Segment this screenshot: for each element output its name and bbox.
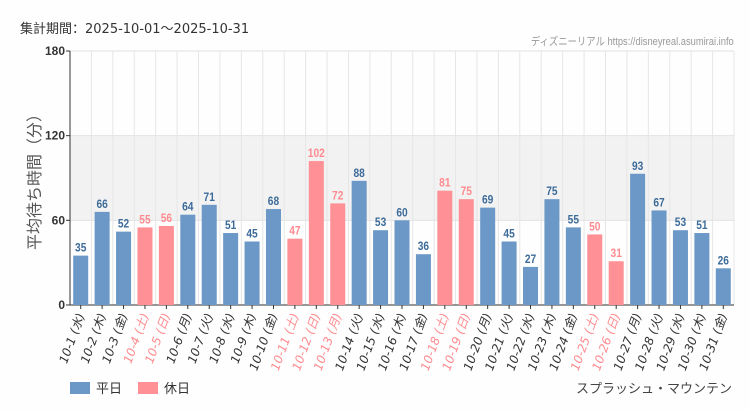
bar-value-label: 102: [308, 147, 325, 160]
bar-value-label: 27: [525, 253, 536, 266]
y-tick-label: 120: [45, 129, 65, 143]
bar: [137, 227, 153, 305]
bar: [94, 211, 110, 305]
bar: [308, 161, 324, 305]
bar: [437, 190, 453, 305]
bar: [672, 230, 688, 305]
bar-value-label: 81: [439, 177, 450, 190]
bar-value-label: 55: [568, 214, 579, 227]
bar: [223, 233, 239, 305]
legend-holiday: 休日: [138, 378, 190, 397]
bar: [458, 199, 474, 305]
bar-value-label: 55: [139, 214, 150, 227]
bar-value-label: 51: [696, 219, 707, 232]
bar-value-label: 75: [461, 185, 472, 198]
y-tick-label: 180: [45, 44, 65, 58]
band-60-120: [70, 135, 734, 221]
bar-value-label: 50: [589, 221, 600, 234]
bar-value-label: 53: [375, 217, 386, 230]
bar-value-label: 52: [118, 218, 129, 231]
legend-weekday: 平日: [70, 378, 122, 397]
bar-value-label: 88: [353, 167, 364, 180]
bar: [373, 230, 389, 305]
bar: [394, 220, 410, 305]
bar: [630, 173, 646, 305]
bar: [287, 238, 303, 305]
bar: [523, 266, 539, 305]
period-label: 集計期間：2025-10-01〜2025-10-31: [20, 22, 250, 37]
legend-swatch-holiday: [138, 381, 158, 394]
y-axis-title: 平均待ち時間（分）: [25, 106, 44, 250]
bar: [715, 268, 731, 305]
bar: [351, 180, 367, 305]
bar: [544, 199, 560, 305]
bar-value-label: 68: [268, 195, 279, 208]
bar: [651, 210, 667, 305]
bar: [265, 209, 281, 305]
attraction-name: スプラッシュ・マウンテン: [575, 382, 732, 397]
legend-label-holiday: 休日: [164, 382, 191, 397]
bar: [244, 241, 260, 305]
y-tick-label: 0: [58, 298, 65, 312]
bar-value-label: 53: [675, 217, 686, 230]
legend-swatch-weekday: [70, 381, 90, 394]
bar-value-label: 45: [246, 228, 257, 241]
bar-value-label: 67: [653, 197, 664, 210]
bar: [201, 204, 217, 305]
bar-value-label: 51: [225, 219, 236, 232]
bar-value-label: 47: [289, 225, 300, 238]
bar: [415, 254, 431, 305]
bar-value-label: 60: [396, 207, 407, 220]
legend-label-weekday: 平日: [96, 382, 123, 397]
bar-value-label: 71: [204, 191, 215, 204]
bar: [158, 225, 174, 305]
bar: [694, 233, 710, 305]
bar-value-label: 64: [182, 201, 194, 214]
bar-value-label: 56: [161, 212, 172, 225]
bar-value-label: 69: [482, 194, 493, 207]
bar: [480, 207, 496, 305]
bar-value-label: 31: [611, 248, 622, 261]
site-credit: ディズニーリアル https://disneyreal.asumirai.inf…: [531, 36, 734, 48]
bar-value-label: 35: [75, 242, 86, 255]
bar: [180, 214, 196, 305]
bar-value-label: 75: [546, 185, 557, 198]
bar-value-label: 26: [718, 255, 729, 268]
bar-value-label: 93: [632, 160, 643, 173]
bar: [501, 241, 517, 305]
bar-value-label: 45: [503, 228, 514, 241]
bar: [330, 203, 346, 305]
y-tick-label: 60: [52, 213, 66, 227]
bar: [587, 234, 603, 305]
bar-value-label: 66: [96, 198, 107, 211]
bar-value-label: 36: [418, 241, 429, 254]
bar: [565, 227, 581, 305]
bar-value-label: 72: [332, 190, 343, 203]
bar: [116, 231, 132, 305]
bar: [73, 255, 89, 305]
bar: [608, 261, 624, 305]
